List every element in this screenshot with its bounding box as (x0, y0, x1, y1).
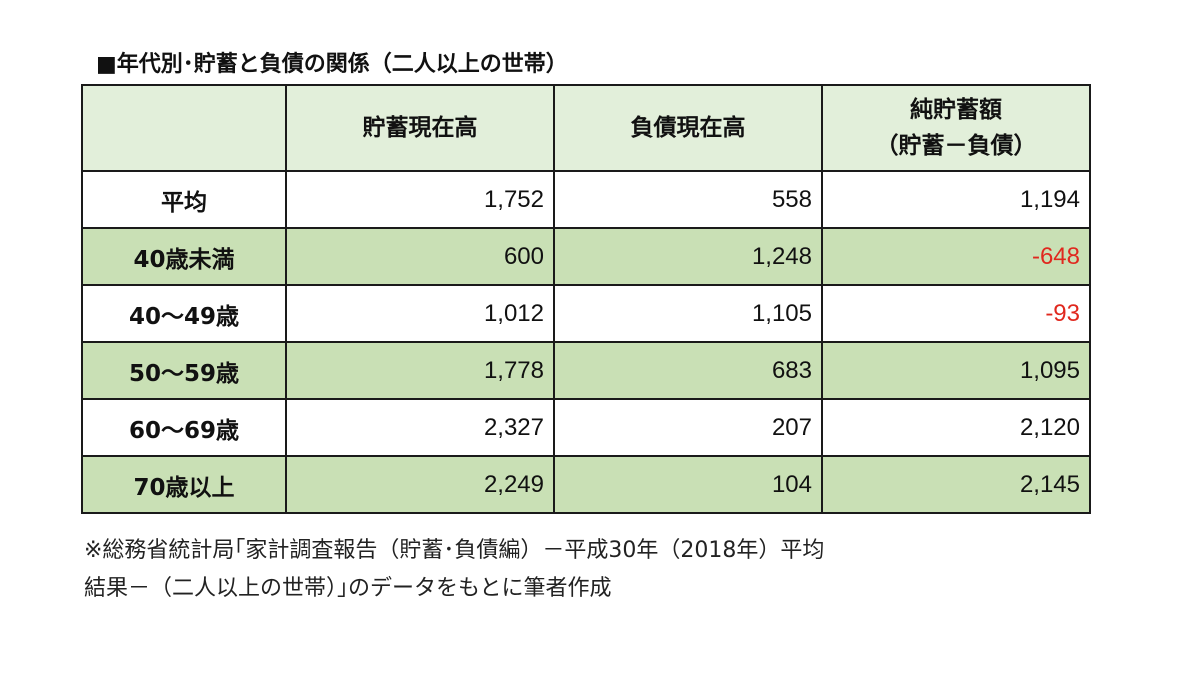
cell-savings: 2,249 (285, 455, 555, 514)
cell-savings: 1,752 (285, 170, 555, 229)
row-label: 70歳以上 (81, 455, 287, 514)
row-label: 平均 (81, 170, 287, 229)
table-row: 50～59歳 1,778 683 1,095 (81, 341, 1091, 400)
table-row: 60～69歳 2,327 207 2,120 (81, 398, 1091, 457)
savings-debt-table: 貯蓄現在高 負債現在高 純貯蓄額 （貯蓄－負債） 平均 1,752 558 1,194… (81, 84, 1091, 514)
table-body: 平均 1,752 558 1,194 40歳未満 600 1,248 -648 40～49歳 1,… (81, 170, 1091, 514)
header-savings-label: 貯蓄現在高 (362, 115, 478, 141)
header-savings: 貯蓄現在高 (285, 84, 555, 172)
cell-debt: 1,105 (553, 284, 823, 343)
header-row: 貯蓄現在高 負債現在高 純貯蓄額 （貯蓄－負債） (81, 84, 1091, 172)
cell-debt: 104 (553, 455, 823, 514)
header-debt: 負債現在高 (553, 84, 823, 172)
cell-net-savings: -93 (821, 284, 1091, 343)
table-title: ■年代別･貯蓄と負債の関係（二人以上の世帯） (96, 52, 568, 77)
header-net-savings: 純貯蓄額 （貯蓄－負債） (821, 84, 1091, 172)
row-label: 50～59歳 (81, 341, 287, 400)
table-row: 70歳以上 2,249 104 2,145 (81, 455, 1091, 514)
cell-net-savings: 2,120 (821, 398, 1091, 457)
cell-savings: 600 (285, 227, 555, 286)
header-debt-label: 負債現在高 (630, 115, 746, 141)
cell-debt: 1,248 (553, 227, 823, 286)
table-row: 40～49歳 1,012 1,105 -93 (81, 284, 1091, 343)
cell-debt: 207 (553, 398, 823, 457)
row-label: 40歳未満 (81, 227, 287, 286)
row-label: 40～49歳 (81, 284, 287, 343)
cell-savings: 1,778 (285, 341, 555, 400)
cell-net-savings: 2,145 (821, 455, 1091, 514)
cell-net-savings: 1,095 (821, 341, 1091, 400)
header-net-savings-line2: （貯蓄－負債） (875, 133, 1037, 159)
cell-savings: 1,012 (285, 284, 555, 343)
cell-net-savings: -648 (821, 227, 1091, 286)
cell-debt: 683 (553, 341, 823, 400)
cell-net-savings: 1,194 (821, 170, 1091, 229)
source-note: ※総務省統計局｢家計調査報告（貯蓄･負債編）－平成30年（2018年）平均 結果… (84, 532, 1144, 608)
source-note-line2: 結果－（二人以上の世帯）｣のデータをもとに筆者作成 (84, 576, 612, 601)
source-note-line1: ※総務省統計局｢家計調査報告（貯蓄･負債編）－平成30年（2018年）平均 (84, 538, 825, 563)
row-label: 60～69歳 (81, 398, 287, 457)
cell-savings: 2,327 (285, 398, 555, 457)
header-net-savings-line1: 純貯蓄額 (910, 97, 1002, 123)
header-corner-cell (81, 84, 287, 172)
cell-debt: 558 (553, 170, 823, 229)
table-row: 平均 1,752 558 1,194 (81, 170, 1091, 229)
table-row: 40歳未満 600 1,248 -648 (81, 227, 1091, 286)
